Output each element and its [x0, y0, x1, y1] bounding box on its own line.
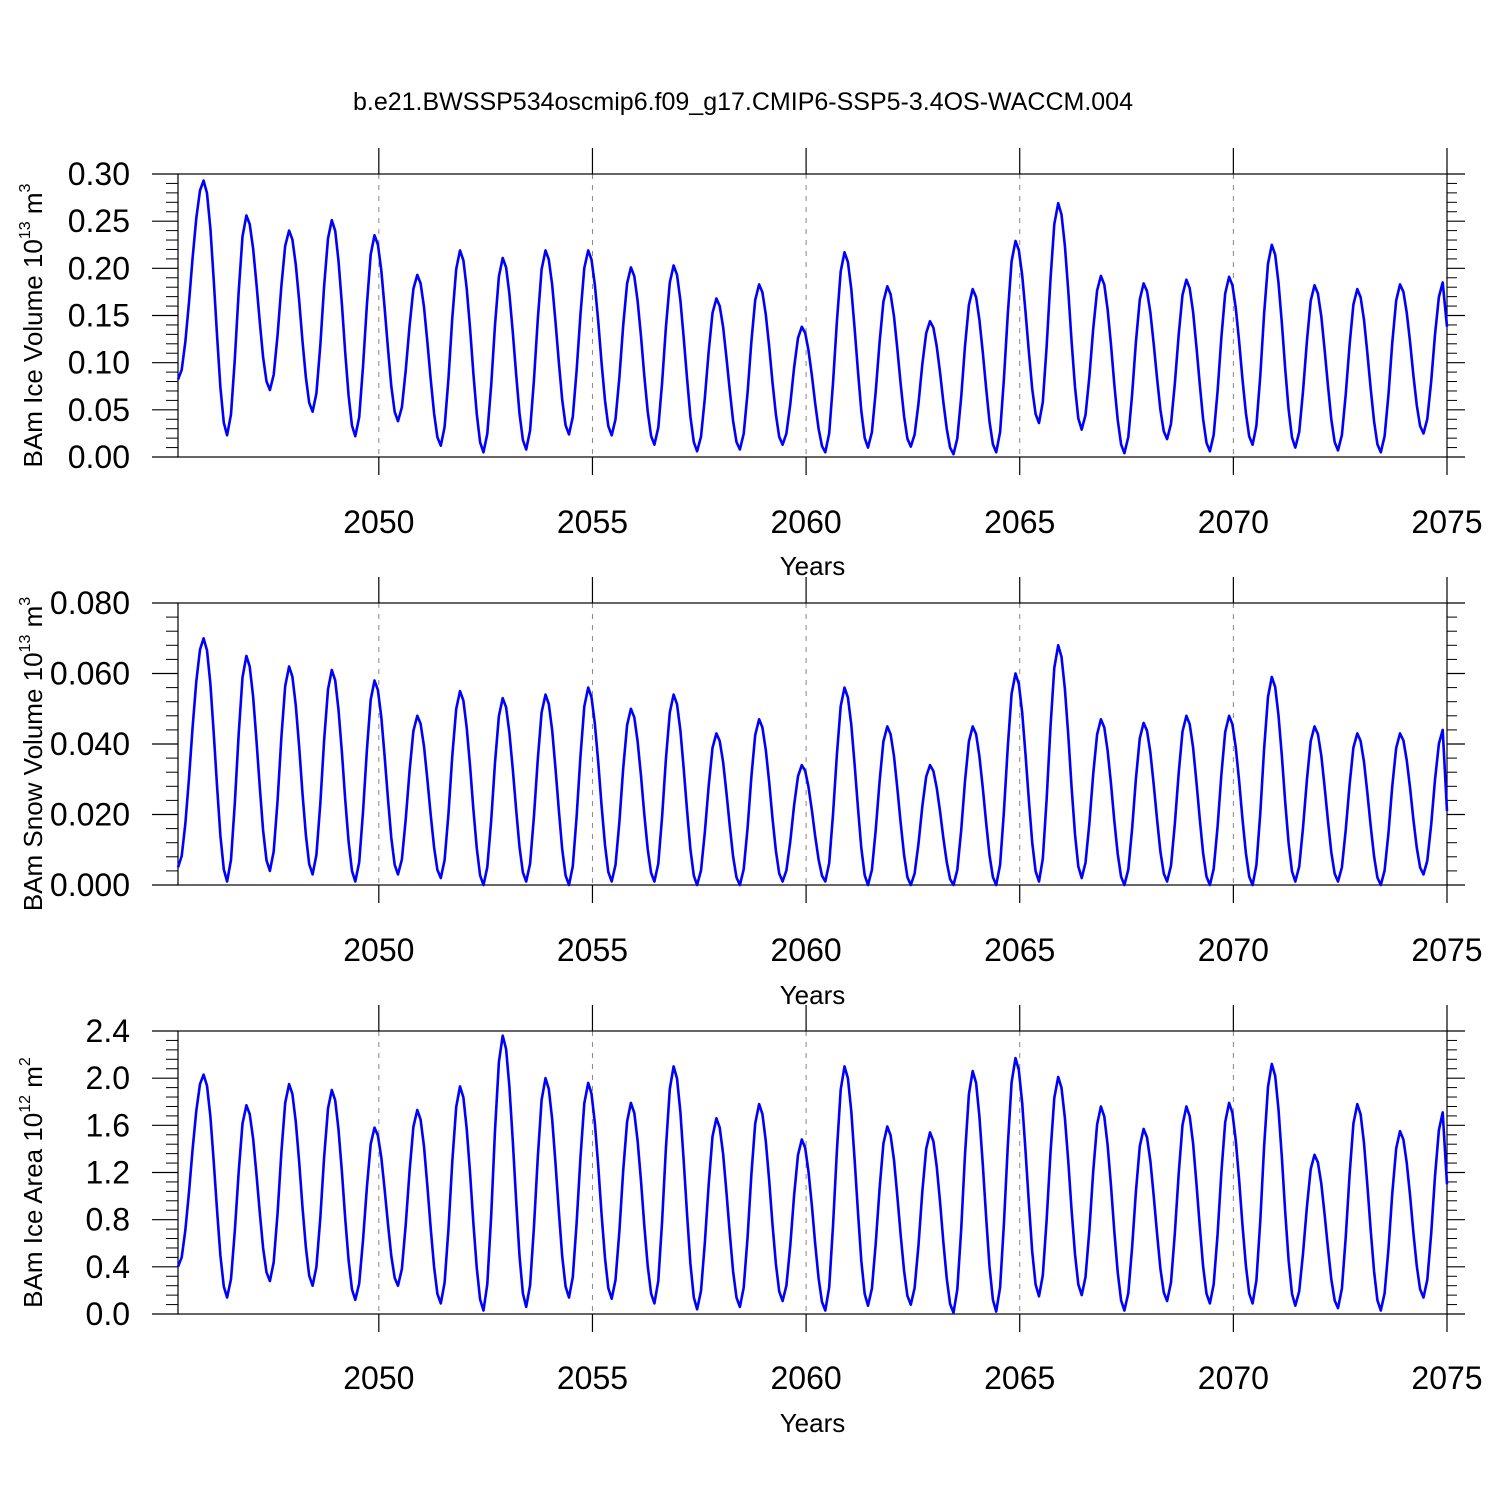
x-tick-label: 2065	[984, 504, 1055, 540]
x-tick-label: 2065	[984, 932, 1055, 968]
y-axis-label: BAm Ice Volume 1013 m3	[17, 183, 48, 467]
x-tick-label: 2055	[557, 932, 628, 968]
y-tick-label: 0.0	[86, 1296, 130, 1332]
y-tick-label: 0.15	[68, 298, 130, 334]
y-tick-label: 0.00	[68, 439, 130, 475]
series-line	[176, 1034, 1449, 1315]
x-tick-label: 2060	[770, 932, 841, 968]
y-tick-label: 0.05	[68, 392, 130, 428]
x-tick-label: 2070	[1198, 932, 1269, 968]
y-axis-label: BAm Ice Area 1012 m2	[17, 1057, 48, 1308]
x-tick-label: 2060	[770, 504, 841, 540]
x-tick-label: 2055	[557, 504, 628, 540]
y-tick-label: 2.4	[86, 1013, 130, 1049]
y-tick-label: 0.000	[50, 867, 130, 903]
y-tick-label: 0.25	[68, 203, 130, 239]
x-tick-label: 2070	[1198, 1360, 1269, 1396]
x-tick-label: 2065	[984, 1360, 1055, 1396]
x-axis-label: Years	[780, 1408, 846, 1438]
y-tick-label: 0.020	[50, 797, 130, 833]
x-axis-label: Years	[780, 551, 846, 581]
y-tick-label: 0.060	[50, 656, 130, 692]
chart-panel-1: 0.00 0.05 0.10 0.15 0.20 0.25 0.30 2050 2055 2060…	[17, 148, 1483, 581]
x-tick-label: 2075	[1411, 1360, 1482, 1396]
figure-title: b.e21.BWSSP534oscmip6.f09_g17.CMIP6-SSP5…	[353, 88, 1133, 116]
y-tick-label: 2.0	[86, 1060, 130, 1096]
x-tick-label: 2075	[1411, 504, 1482, 540]
y-tick-label: 0.20	[68, 250, 130, 286]
y-tick-label: 0.10	[68, 345, 130, 381]
x-axis-label: Years	[780, 980, 846, 1010]
x-tick-label: 2050	[343, 1360, 414, 1396]
x-tick-label: 2050	[343, 932, 414, 968]
y-tick-label: 1.6	[86, 1107, 130, 1143]
y-tick-label: 0.080	[50, 585, 130, 621]
x-tick-label: 2075	[1411, 932, 1482, 968]
y-tick-label: 1.2	[86, 1155, 130, 1191]
series-line	[176, 637, 1449, 887]
y-tick-label: 0.30	[68, 156, 130, 192]
y-tick-label: 0.8	[86, 1202, 130, 1238]
x-tick-label: 2055	[557, 1360, 628, 1396]
chart-panel-3: 0.0 0.4 0.8 1.2 1.6 2.0 2.4 2050 2055 2060 2065 207…	[17, 1005, 1483, 1438]
x-tick-label: 2050	[343, 504, 414, 540]
chart-panel-2: 0.000 0.020 0.040 0.060 0.080 2050 2055 2060 206…	[17, 577, 1483, 1010]
x-tick-label: 2060	[770, 1360, 841, 1396]
y-axis-label: BAm Snow Volume 1013 m3	[17, 597, 48, 911]
y-tick-label: 0.040	[50, 726, 130, 762]
y-tick-label: 0.4	[86, 1249, 130, 1285]
x-tick-label: 2070	[1198, 504, 1269, 540]
series-line	[176, 179, 1449, 456]
